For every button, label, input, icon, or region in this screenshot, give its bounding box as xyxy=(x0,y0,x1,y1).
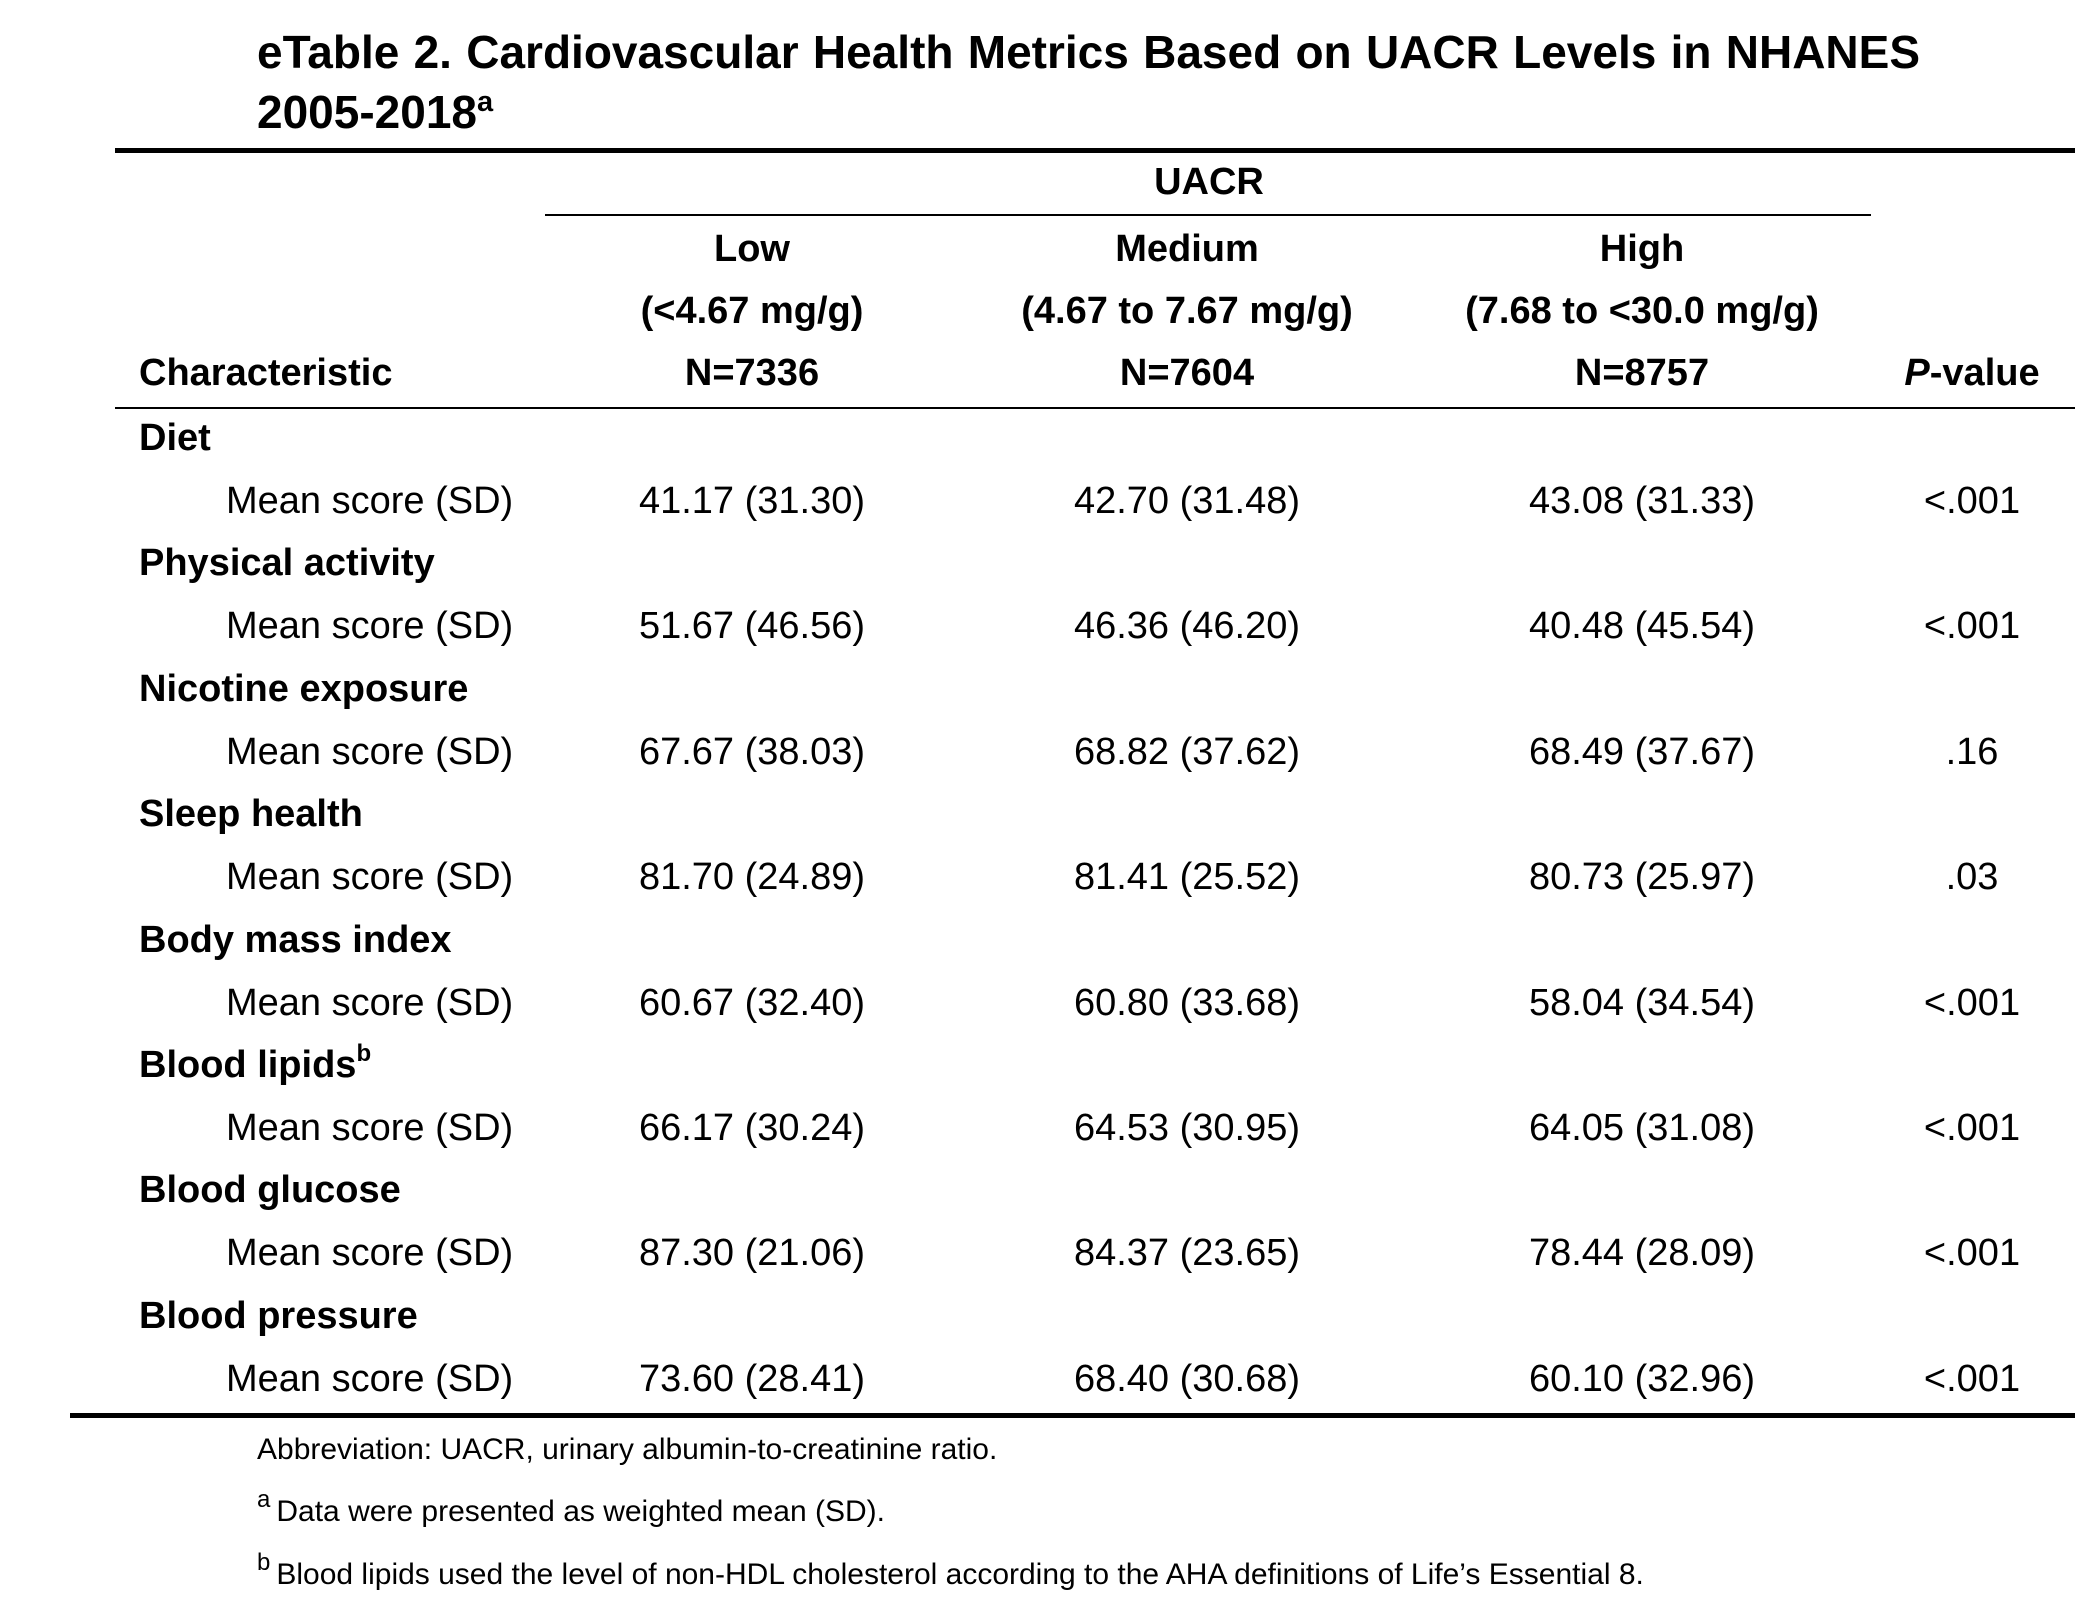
value-high: 60.10 (32.96) xyxy=(1528,1358,1756,1400)
category-footnote-marker: b xyxy=(356,1040,372,1067)
footnote-b-text: Blood lipids used the level of non-HDL c… xyxy=(276,1558,1644,1591)
col-high-n: N=8757 xyxy=(1574,352,1710,394)
value-pvalue: <.001 xyxy=(1923,982,2021,1024)
col-medium-n: N=7604 xyxy=(1119,352,1255,394)
uacr-group-rule xyxy=(545,214,1871,216)
row-label: Mean score (SD) xyxy=(226,1358,514,1400)
category-text: Physical activity xyxy=(139,542,435,584)
row-label: Mean score (SD) xyxy=(226,1107,514,1149)
category-text: Blood pressure xyxy=(139,1295,418,1337)
col-high-name: High xyxy=(1599,228,1685,270)
value-medium: 68.40 (30.68) xyxy=(1073,1358,1301,1400)
row-label: Mean score (SD) xyxy=(226,856,514,898)
col-high-range: (7.68 to <30.0 mg/g) xyxy=(1465,290,1819,332)
category-label: Body mass index xyxy=(139,918,452,962)
pvalue-header-suffix: -value xyxy=(1929,352,2040,394)
value-high: 68.49 (37.67) xyxy=(1528,731,1756,773)
col-low-range: (<4.67 mg/g) xyxy=(640,290,864,332)
row-label: Mean score (SD) xyxy=(226,1232,514,1274)
value-high: 80.73 (25.97) xyxy=(1528,856,1756,898)
value-pvalue: .03 xyxy=(1945,856,1999,898)
value-medium: 84.37 (23.65) xyxy=(1073,1232,1301,1274)
value-medium: 42.70 (31.48) xyxy=(1073,480,1301,522)
value-low: 73.60 (28.41) xyxy=(638,1358,866,1400)
category-label: Diet xyxy=(139,416,211,460)
category-label: Nicotine exposure xyxy=(139,667,468,711)
value-low: 51.67 (46.56) xyxy=(638,605,866,647)
value-high: 64.05 (31.08) xyxy=(1528,1107,1756,1149)
category-text: Diet xyxy=(139,417,211,459)
category-label: Blood pressure xyxy=(139,1294,418,1338)
category-text: Sleep health xyxy=(139,793,363,835)
col-low-name: Low xyxy=(714,228,790,270)
value-medium: 46.36 (46.20) xyxy=(1073,605,1301,647)
col-low-n: N=7336 xyxy=(684,352,820,394)
col-medium-range: (4.67 to 7.67 mg/g) xyxy=(1021,290,1353,332)
table-title-text: eTable 2. Cardiovascular Health Metrics … xyxy=(257,26,1920,138)
row-label: Mean score (SD) xyxy=(226,982,514,1024)
characteristic-header: Characteristic xyxy=(139,352,393,394)
footnote-a-marker: a xyxy=(257,1486,271,1513)
footnote-b: b Blood lipids used the level of non-HDL … xyxy=(257,1551,1644,1593)
value-medium: 60.80 (33.68) xyxy=(1073,982,1301,1024)
value-high: 43.08 (31.33) xyxy=(1528,480,1756,522)
value-low: 67.67 (38.03) xyxy=(638,731,866,773)
value-high: 40.48 (45.54) xyxy=(1528,605,1756,647)
value-medium: 81.41 (25.52) xyxy=(1073,856,1301,898)
value-medium: 64.53 (30.95) xyxy=(1073,1107,1301,1149)
category-text: Body mass index xyxy=(139,919,452,961)
pvalue-header-italic: P xyxy=(1904,352,1930,394)
value-pvalue: <.001 xyxy=(1923,1232,2021,1274)
category-text: Blood lipids xyxy=(139,1044,357,1086)
category-label: Sleep health xyxy=(139,792,363,836)
row-label: Mean score (SD) xyxy=(226,480,514,522)
value-high: 58.04 (34.54) xyxy=(1528,982,1756,1024)
category-label: Blood glucose xyxy=(139,1168,401,1212)
footnote-b-marker: b xyxy=(257,1549,271,1576)
value-low: 87.30 (21.06) xyxy=(638,1232,866,1274)
value-pvalue: .16 xyxy=(1945,731,1999,773)
category-label: Physical activity xyxy=(139,541,435,585)
bottom-thick-rule xyxy=(70,1413,2075,1418)
title-footnote-marker: a xyxy=(476,86,494,118)
category-text: Blood glucose xyxy=(139,1169,401,1211)
footnote-abbreviation: Abbreviation: UACR, urinary albumin-to-c… xyxy=(257,1433,998,1466)
value-pvalue: <.001 xyxy=(1923,480,2021,522)
table-title: eTable 2. Cardiovascular Health Metrics … xyxy=(257,22,1920,142)
row-label: Mean score (SD) xyxy=(226,605,514,647)
value-pvalue: <.001 xyxy=(1923,605,2021,647)
pvalue-header: P-value xyxy=(1872,351,2072,395)
col-medium-name: Medium xyxy=(1115,228,1259,270)
value-pvalue: <.001 xyxy=(1923,1358,2021,1400)
category-label: Blood lipidsb xyxy=(139,1040,372,1087)
value-low: 81.70 (24.89) xyxy=(638,856,866,898)
value-high: 78.44 (28.09) xyxy=(1528,1232,1756,1274)
row-label: Mean score (SD) xyxy=(226,731,514,773)
value-low: 41.17 (31.30) xyxy=(638,480,866,522)
value-low: 66.17 (30.24) xyxy=(638,1107,866,1149)
value-low: 60.67 (32.40) xyxy=(638,982,866,1024)
value-pvalue: <.001 xyxy=(1923,1107,2021,1149)
footnote-a-text: Data were presented as weighted mean (SD… xyxy=(276,1495,886,1528)
top-thick-rule xyxy=(115,148,2075,153)
footnote-a: a Data were presented as weighted mean (S… xyxy=(257,1488,886,1530)
header-bottom-rule xyxy=(115,407,2075,409)
value-medium: 68.82 (37.62) xyxy=(1073,731,1301,773)
uacr-group-header: UACR xyxy=(1154,161,1264,203)
category-text: Nicotine exposure xyxy=(139,668,469,710)
